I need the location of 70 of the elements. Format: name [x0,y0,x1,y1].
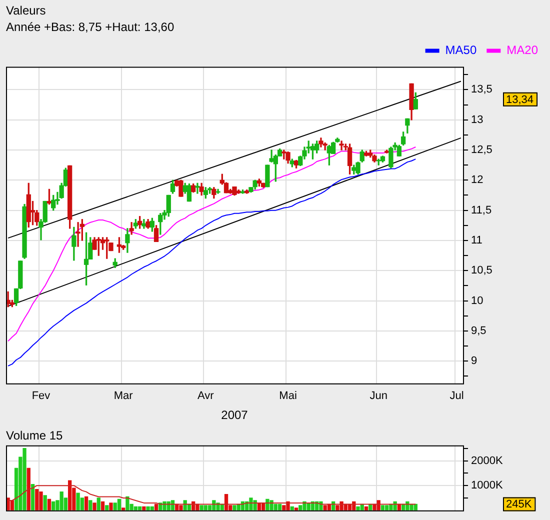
bar [336,505,340,510]
bar [179,505,183,510]
bar [96,498,100,510]
bar [88,500,92,510]
bar [60,491,64,510]
bar [298,505,302,510]
bar [47,498,52,510]
x-tick-label: Mar [114,390,134,402]
bar [43,495,47,510]
legend-label: MA20 [506,43,538,58]
y-tick-label: 10 [471,294,484,307]
bar [146,506,150,510]
x-tick-label: Avr [198,390,214,402]
bar [109,502,113,510]
bar [100,501,105,510]
bar [22,448,26,510]
bar [30,484,35,510]
bar [282,505,286,510]
bar [266,498,270,510]
x-tick-label: Mai [279,390,297,402]
bar [196,504,200,510]
x-tick-label: Fev [32,390,51,402]
bar [26,468,30,510]
bar [356,506,360,510]
bar [35,488,39,510]
bar [270,500,274,510]
chart-title: Volume 15 [6,428,64,443]
bar [410,504,414,510]
bar [105,505,109,510]
chart-title: Valeurs [6,4,46,18]
candlestick [129,222,134,235]
x-tick-label: Jul [450,390,464,402]
legend-label: MA50 [445,43,477,58]
candlestick [339,140,344,150]
y-tick-label: 12 [471,174,484,186]
y-tick-label: 9 [471,355,478,368]
bar [323,505,327,510]
y-tick-label: 11 [471,234,482,247]
bar [249,498,253,510]
bar [52,501,56,510]
y-tick-label: 10,5 [471,264,492,277]
chart-subtitle: Année +Bas: 8,75 +Haut: 13,60 [6,20,174,34]
x-axis-title: 2007 [221,408,248,422]
y-tick-label: 11,5 [471,204,492,216]
bar [385,505,389,510]
bar [76,492,80,510]
y-tick-label: 13 [471,114,484,126]
bar [204,505,208,510]
y-tick-label: 2000K [471,454,504,467]
bar [142,506,146,510]
x-tick-label: Jun [370,390,388,402]
bar [92,502,96,510]
bar [200,505,204,510]
bar [389,504,393,510]
y-tick-label: 12,5 [471,144,492,156]
candlestick [76,222,80,247]
y-tick-label: 9,5 [471,324,486,337]
bar [372,504,376,510]
text: 13,34 [506,94,534,106]
y-tick-label: 13,5 [471,84,492,96]
bar [68,480,72,510]
bar [39,491,43,510]
y-tick-label: 1000K [471,480,504,492]
bar [113,502,117,510]
bar [232,505,236,510]
text: 245K [506,498,532,511]
bar [380,505,385,510]
bar [126,496,130,510]
bar [84,496,88,510]
bar [117,498,122,510]
